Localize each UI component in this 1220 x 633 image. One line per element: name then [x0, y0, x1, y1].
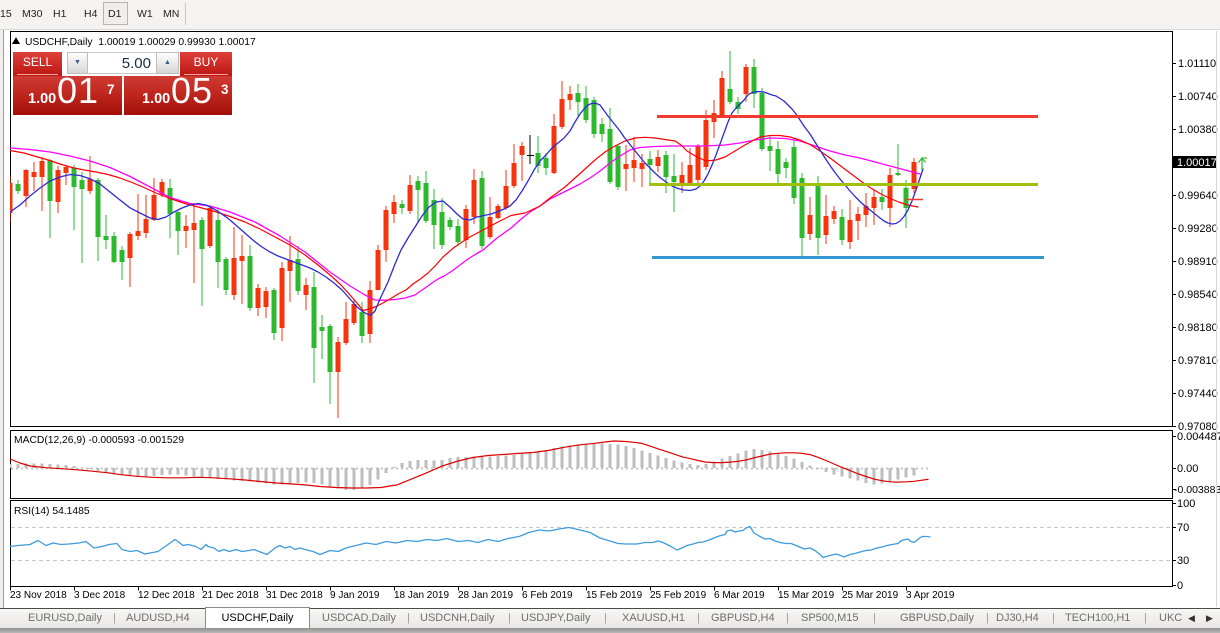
svg-text:23 Nov 2018: 23 Nov 2018	[10, 590, 67, 601]
svg-text:MACD(12,26,9) -0.000593 -0.001: MACD(12,26,9) -0.000593 -0.001529	[14, 435, 184, 446]
svg-text:0.97810: 0.97810	[1178, 355, 1218, 367]
svg-text:3 Dec 2018: 3 Dec 2018	[74, 590, 126, 601]
svg-text:28 Jan 2019: 28 Jan 2019	[458, 590, 513, 601]
svg-text:3 Apr 2019: 3 Apr 2019	[906, 590, 955, 601]
svg-text:18 Jan 2019: 18 Jan 2019	[394, 590, 449, 601]
svg-text:0.98910: 0.98910	[1178, 256, 1218, 268]
svg-text:0.98180: 0.98180	[1178, 322, 1218, 334]
svg-text:0.98540: 0.98540	[1178, 289, 1218, 301]
svg-text:0.99280: 0.99280	[1178, 223, 1218, 235]
svg-text:70: 70	[1177, 522, 1189, 534]
svg-text:15 Mar 2019: 15 Mar 2019	[778, 590, 835, 601]
svg-text:USDCHF,Daily 1.00019 1.00029: USDCHF,Daily 1.00019 1.00029 0.99930 1.0…	[25, 37, 256, 48]
svg-text:21 Dec 2018: 21 Dec 2018	[202, 590, 259, 601]
svg-text:6 Mar 2019: 6 Mar 2019	[714, 590, 765, 601]
svg-text:9 Jan 2019: 9 Jan 2019	[330, 590, 380, 601]
svg-text:0.97080: 0.97080	[1178, 421, 1218, 433]
svg-text:0.00: 0.00	[1177, 463, 1198, 475]
svg-text:1.00017: 1.00017	[1177, 157, 1217, 169]
svg-text:12 Dec 2018: 12 Dec 2018	[138, 590, 195, 601]
svg-text:100: 100	[1177, 498, 1195, 510]
svg-text:0.99640: 0.99640	[1178, 190, 1218, 202]
svg-text:25 Feb 2019: 25 Feb 2019	[650, 590, 707, 601]
svg-text:-0.003883: -0.003883	[1174, 484, 1220, 496]
svg-text:1.00740: 1.00740	[1178, 91, 1218, 103]
svg-text:0.97440: 0.97440	[1178, 388, 1218, 400]
svg-text:1.01110: 1.01110	[1178, 58, 1216, 70]
svg-text:0.004487: 0.004487	[1177, 431, 1220, 443]
svg-text:1.00380: 1.00380	[1178, 124, 1218, 136]
svg-text:25 Mar 2019: 25 Mar 2019	[842, 590, 899, 601]
svg-text:30: 30	[1177, 555, 1189, 567]
svg-text:15 Feb 2019: 15 Feb 2019	[586, 590, 643, 601]
svg-text:0: 0	[1177, 580, 1183, 592]
svg-text:31 Dec 2018: 31 Dec 2018	[266, 590, 323, 601]
svg-text:RSI(14) 54.1485: RSI(14) 54.1485	[14, 506, 90, 517]
svg-text:6 Feb 2019: 6 Feb 2019	[522, 590, 573, 601]
